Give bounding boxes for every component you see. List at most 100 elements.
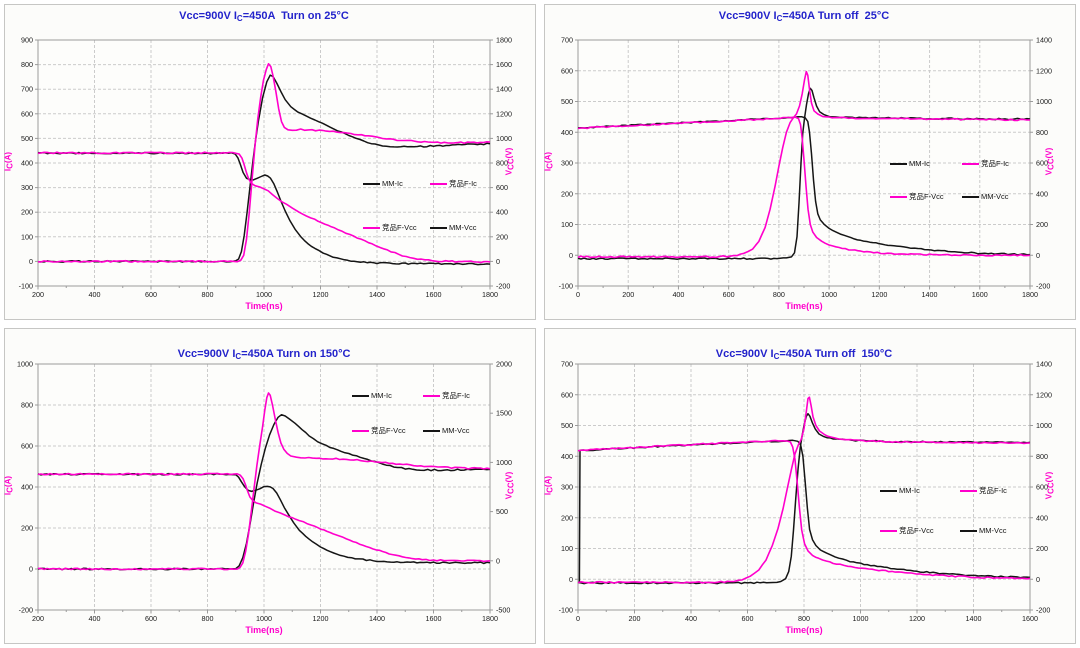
legend-line-sample-black [352,394,369,397]
legend-item-mm-vcc: MM-Vcc [423,425,470,436]
legend-label: MM-Ic [382,179,403,188]
y-left-unit: (A) [3,475,13,488]
y-left-axis-label: IC(A) [544,446,555,526]
legend-item-compf-vcc: 竞品F-Vcc [363,222,430,233]
svg-text:-200: -200 [496,282,510,291]
legend-line-sample-pink [962,162,979,165]
title-pre: Vcc=900V I [715,348,774,360]
svg-text:200: 200 [496,232,508,241]
svg-text:1200: 1200 [909,614,925,623]
legend-label: MM-Ic [371,391,392,400]
svg-text:1200: 1200 [1036,390,1052,399]
svg-text:600: 600 [723,290,735,299]
y-right-unit: (V) [504,147,514,159]
y-left-subscript: C [545,487,555,493]
chart-title: Vcc=900V IC=450A Turn on 150°C [38,348,490,361]
svg-text:1400: 1400 [922,290,938,299]
svg-text:1200: 1200 [1036,66,1052,75]
y-right-subscript: CC [1046,482,1056,494]
svg-text:200: 200 [561,513,573,522]
y-right-axis-label: VCC(V) [505,446,516,526]
svg-text:900: 900 [21,36,33,45]
svg-text:100: 100 [561,220,573,229]
svg-text:200: 200 [622,290,634,299]
svg-text:800: 800 [202,614,214,623]
chart-panel-turn-on-25c: -100 0 100 200 300 400 500 600 700 800 900 -200 0 200… [0,0,540,324]
svg-text:1400: 1400 [1036,36,1052,45]
svg-text:200: 200 [21,524,33,533]
y-left-unit: (A) [543,475,553,488]
svg-text:200: 200 [629,614,641,623]
svg-text:400: 400 [561,452,573,461]
legend-line-sample-black [960,529,977,532]
svg-text:1600: 1600 [426,614,442,623]
svg-text:1800: 1800 [496,36,512,45]
y-right-symbol: V [1044,493,1054,500]
svg-text:600: 600 [742,614,754,623]
svg-text:1200: 1200 [496,109,512,118]
legend-item-mm-ic: MM-Ic [890,158,962,169]
chart-title: Vcc=900V IC=450A Turn off 150°C [578,348,1030,361]
legend-item-mm-vcc: MM-Vcc [430,222,477,233]
svg-text:-200: -200 [1036,606,1050,615]
legend-label: 竞品F-Vcc [909,192,944,201]
svg-text:800: 800 [798,614,810,623]
svg-text:500: 500 [561,421,573,430]
svg-text:800: 800 [496,159,508,168]
svg-text:400: 400 [1036,513,1048,522]
y-right-subscript: CC [1046,158,1056,170]
svg-text:1600: 1600 [426,290,442,299]
svg-text:0: 0 [29,565,33,574]
y-left-subscript: C [545,163,555,169]
svg-text:200: 200 [1036,544,1048,553]
title-post: =450A Turn on 25°C [242,10,349,22]
svg-text:-100: -100 [559,282,573,291]
svg-text:1000: 1000 [256,614,272,623]
y-right-symbol: V [1044,169,1054,176]
y-left-symbol: I [543,492,553,496]
chart-panel-turn-off-25c: -100 0 100 200 300 400 500 600 700 -200 0 200 400 600… [540,0,1080,324]
svg-text:1800: 1800 [482,290,498,299]
svg-text:800: 800 [1036,452,1048,461]
svg-text:-500: -500 [496,606,510,615]
title-pre: Vcc=900V I [179,10,237,22]
legend-label: MM-Ic [909,159,930,168]
chart-legend: MM-Ic 竞品F-Ic 竞品F-Vcc MM-Vcc [880,485,1007,536]
svg-text:1400: 1400 [1036,360,1052,369]
svg-text:-200: -200 [19,606,33,615]
svg-text:800: 800 [21,401,33,410]
title-subscript: C [776,14,783,23]
svg-text:400: 400 [496,208,508,217]
legend-label: MM-Vcc [981,192,1009,201]
legend-line-sample-black [430,226,447,229]
svg-text:1200: 1200 [313,614,329,623]
legend-item-compf-ic: 竞品F-Ic [960,485,1007,496]
svg-text:0: 0 [1036,251,1040,260]
y-right-unit: (V) [1044,471,1054,483]
svg-text:400: 400 [685,614,697,623]
legend-line-sample-black [423,429,440,432]
svg-text:1600: 1600 [496,60,512,69]
chart-legend: MM-Ic 竞品F-Ic 竞品F-Vcc MM-Vcc [890,158,1009,202]
chart-canvas-turn-off-150c: -1000100200300400500600700-2000200400600… [559,360,1052,624]
svg-text:0: 0 [576,290,580,299]
svg-text:0: 0 [576,614,580,623]
svg-text:300: 300 [21,183,33,192]
svg-text:1000: 1000 [496,458,512,467]
svg-text:800: 800 [1036,128,1048,137]
legend-line-sample-pink [880,529,897,532]
chart-panel-turn-off-150c: -100 0 100 200 300 400 500 600 700 -200 0 200 400 600… [540,324,1080,648]
legend-item-mm-ic: MM-Ic [880,485,960,496]
svg-text:1000: 1000 [496,134,512,143]
x-axis-label: Time(ns) [245,625,283,635]
legend-line-sample-black [880,489,897,492]
svg-text:-100: -100 [559,606,573,615]
svg-text:800: 800 [202,290,214,299]
svg-text:200: 200 [1036,220,1048,229]
svg-text:500: 500 [21,134,33,143]
svg-text:200: 200 [32,290,44,299]
svg-text:1500: 1500 [496,409,512,418]
y-left-symbol: I [3,492,13,496]
svg-text:100: 100 [21,232,33,241]
